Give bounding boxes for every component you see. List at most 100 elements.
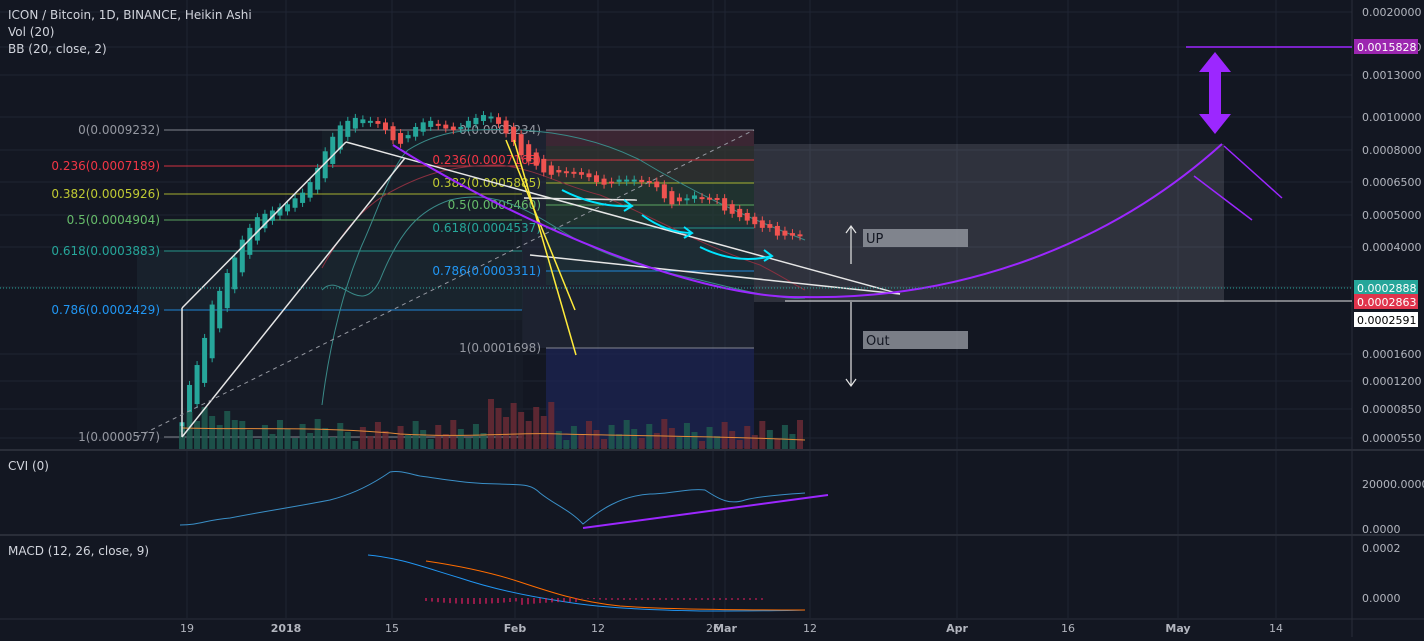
fib-level-label: 0.786(0.0003311) xyxy=(432,264,541,278)
volume-bar xyxy=(307,433,314,449)
candle xyxy=(774,225,780,236)
volume-ma-line xyxy=(181,427,806,441)
up-label-box xyxy=(863,229,968,247)
candle xyxy=(722,198,728,211)
volume-bar xyxy=(593,430,600,449)
candle xyxy=(729,204,735,214)
volume-bar xyxy=(397,426,404,449)
candle xyxy=(405,135,411,139)
bollinger-lower-band xyxy=(321,196,806,299)
candle xyxy=(352,117,358,129)
macd-line xyxy=(367,554,806,612)
macd-tick-label: 0.0000 xyxy=(1362,592,1401,605)
volume-bar xyxy=(329,437,336,449)
arrow-head xyxy=(1199,52,1231,72)
candle xyxy=(616,179,622,182)
volume-bar xyxy=(601,439,608,449)
fib-level-label: 0.618(0.0003883) xyxy=(51,244,160,258)
candle xyxy=(511,126,517,143)
volume-bar xyxy=(646,424,653,449)
candle xyxy=(676,197,682,202)
trendline xyxy=(181,141,347,309)
candle xyxy=(594,175,600,183)
fib-level-label: 0.786(0.0002429) xyxy=(51,303,160,317)
volume-bar xyxy=(231,420,238,449)
volume-bar xyxy=(653,433,660,449)
fib-level-label: 0.236(0.0007189) xyxy=(51,159,160,173)
candle xyxy=(202,337,208,383)
price-label: 0.0002591 xyxy=(1357,314,1417,327)
symbol-title: ICON / Bitcoin, 1D, BINANCE, Heikin Ashi xyxy=(8,8,252,22)
candle xyxy=(239,239,245,273)
candle xyxy=(503,120,509,134)
candle xyxy=(254,217,260,241)
candle xyxy=(285,204,291,212)
fib-level-label: 1(0.0000577) xyxy=(78,430,160,444)
fib-left-levels: 0(0.0009232) 0.236(0.0007189) 0.382(0.0005… xyxy=(51,123,522,444)
volume-bar xyxy=(179,426,185,449)
candle xyxy=(337,125,343,150)
volume-bar xyxy=(314,419,321,449)
candle xyxy=(473,117,479,125)
candle xyxy=(458,126,464,129)
cyan-arrow xyxy=(641,214,693,234)
volume-bar xyxy=(344,432,351,449)
fib-left-zones xyxy=(137,130,523,438)
fib-level-label: 1(0.0001698) xyxy=(459,341,541,355)
handle-lines xyxy=(1193,145,1283,221)
chart-legend: ICON / Bitcoin, 1D, BINANCE, Heikin Ashi… xyxy=(8,7,252,58)
candle xyxy=(367,120,373,123)
price-tick-label: 0.0000850 xyxy=(1362,403,1422,416)
time-tick-label: 15 xyxy=(385,622,399,635)
candle xyxy=(526,144,532,162)
volume-bar xyxy=(631,429,638,449)
volume-bar xyxy=(322,428,329,449)
volume-bar xyxy=(540,416,547,449)
cvi-pane: 20000.0000 0.0000 xyxy=(179,471,1424,536)
volume-bar xyxy=(246,430,253,449)
volume-bar xyxy=(759,421,766,449)
volume-bar xyxy=(781,425,788,449)
volume-bar xyxy=(714,436,721,449)
volume-bar xyxy=(525,421,532,449)
volume-bar xyxy=(488,399,494,449)
fib-level-label: 0.618(0.0004537) xyxy=(432,221,541,235)
cyan-arrow xyxy=(699,246,773,260)
volume-bar xyxy=(442,434,449,449)
price-tick-label: 0.0001200 xyxy=(1362,375,1422,388)
candle xyxy=(187,384,193,427)
volume-bar xyxy=(450,420,457,449)
candle xyxy=(578,172,584,175)
volume-bar xyxy=(276,420,283,449)
candle xyxy=(360,119,366,124)
volume-bar xyxy=(390,440,397,449)
candle xyxy=(767,224,773,228)
candle xyxy=(714,198,720,201)
trendline xyxy=(181,157,406,438)
candle xyxy=(480,115,486,122)
candle xyxy=(518,134,524,156)
volume-bar xyxy=(797,420,803,449)
candle xyxy=(390,126,396,141)
volume-bar xyxy=(239,421,246,449)
candle xyxy=(684,198,690,201)
volume-bar xyxy=(261,425,268,449)
out-label: Out xyxy=(866,334,890,349)
price-tick-label: 0.0010000 xyxy=(1362,111,1422,124)
volume-bar xyxy=(269,434,276,449)
fib-level-label: 0.5(0.0005460) xyxy=(448,198,541,212)
fib-level-label: 0.382(0.0005885) xyxy=(432,176,541,190)
volume-bar xyxy=(292,438,299,449)
candle xyxy=(571,171,577,174)
volume-bar xyxy=(608,425,615,449)
fib-zone xyxy=(137,310,523,438)
time-tick-label: 19 xyxy=(180,622,194,635)
volume-bar xyxy=(284,429,291,449)
candle xyxy=(443,124,449,129)
candle xyxy=(541,158,547,173)
volume-bar xyxy=(518,412,525,449)
volume-bar xyxy=(480,433,487,449)
volume-bar xyxy=(186,412,193,449)
